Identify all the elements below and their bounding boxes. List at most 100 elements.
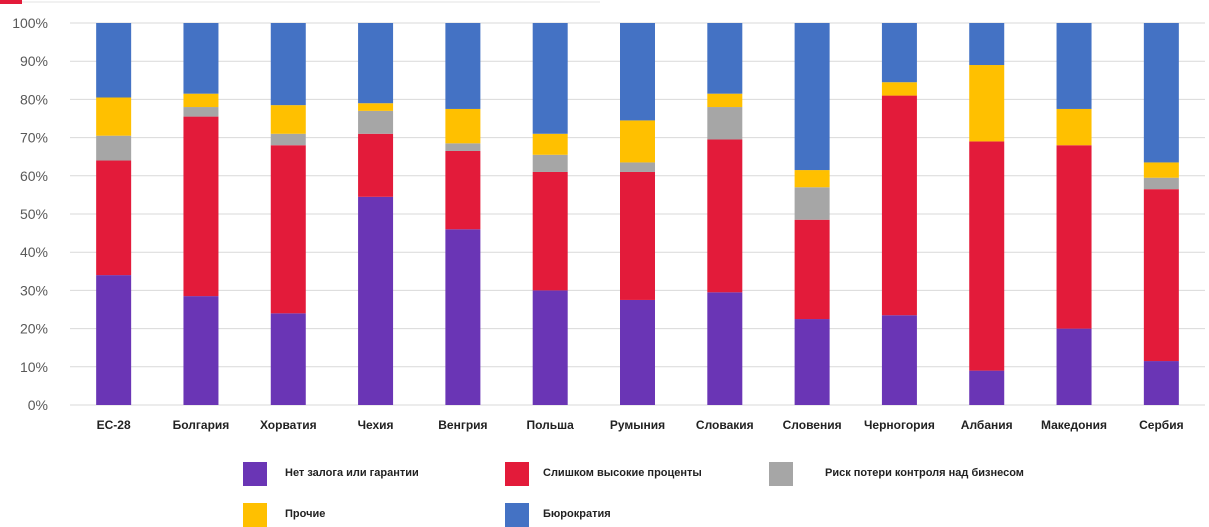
bar-segment: [532, 290, 568, 405]
legend-item: Прочие: [243, 503, 325, 527]
x-tick-label: Словакия: [696, 418, 754, 432]
bar-segment: [794, 187, 830, 220]
y-tick-label: 100%: [12, 15, 48, 31]
bar-segment: [358, 110, 394, 134]
bar-segment: [1056, 328, 1092, 405]
legend-swatch: [505, 462, 529, 486]
bar-segment: [96, 23, 132, 98]
bar-segment: [707, 107, 743, 140]
bar-segment: [881, 82, 917, 96]
legend-swatch: [243, 503, 267, 527]
bar-segment: [445, 150, 481, 230]
bar-segment: [532, 133, 568, 155]
bar-segment: [969, 65, 1005, 142]
bar-segment: [794, 219, 830, 320]
legend-swatch: [769, 462, 793, 486]
bar-segment: [620, 162, 655, 172]
bar-segment: [358, 133, 394, 197]
bar-segment: [358, 23, 394, 104]
bar-segment: [1143, 162, 1179, 178]
x-tick-label: Черногория: [864, 418, 935, 432]
bar-segment: [707, 93, 743, 108]
y-tick-label: 20%: [20, 321, 48, 337]
x-tick-label: Сербия: [1139, 418, 1183, 432]
y-tick-label: 90%: [20, 53, 48, 69]
bar-segment: [183, 116, 219, 297]
bar-segment: [1143, 177, 1179, 190]
y-tick-label: 40%: [20, 244, 48, 260]
bar-segment: [881, 23, 917, 83]
bar-segment: [445, 143, 481, 151]
bar-segment: [183, 296, 219, 405]
bar-segment: [794, 319, 830, 405]
bar-segment: [96, 135, 132, 161]
bar-segment: [969, 370, 1005, 405]
x-tick-label: Албания: [961, 418, 1013, 432]
legend-label: Прочие: [285, 508, 326, 520]
x-tick-label: Македония: [1041, 418, 1107, 432]
legend-label: Нет залога или гарантии: [285, 467, 419, 479]
bar-segment: [445, 229, 481, 405]
bar-segment: [794, 170, 830, 188]
legend-item: Риск потери контроля над бизнесом: [769, 462, 1024, 486]
bar-segment: [620, 171, 655, 300]
bar-segment: [620, 299, 655, 405]
legend-swatch: [505, 503, 529, 527]
bar-segment: [969, 23, 1005, 66]
x-tick-label: Польша: [527, 418, 575, 432]
y-tick-label: 80%: [20, 91, 48, 107]
bar-segment: [532, 23, 568, 134]
legend-swatch: [243, 462, 267, 486]
bar-segment: [707, 292, 743, 405]
y-tick-label: 50%: [20, 206, 48, 222]
corner-mark: [0, 0, 22, 4]
bar-segment: [96, 275, 132, 405]
y-tick-label: 10%: [20, 359, 48, 375]
x-tick-label: Румыния: [610, 418, 665, 432]
bar-segment: [270, 313, 306, 405]
bar-segment: [707, 23, 743, 94]
bar-segment: [270, 105, 306, 134]
x-tick-label: Хорватия: [260, 418, 317, 432]
bar-segment: [881, 95, 917, 316]
bar-segment: [270, 145, 306, 314]
bar-segment: [1056, 145, 1092, 329]
bar-segment: [270, 23, 306, 106]
bar-segment: [1143, 189, 1179, 362]
bar-segment: [1143, 23, 1179, 163]
bar-segment: [881, 315, 917, 405]
bar-segment: [532, 154, 568, 172]
x-tick-label: Чехия: [358, 418, 394, 432]
y-tick-label: 70%: [20, 130, 48, 146]
bar-segment: [358, 103, 394, 111]
bar-segment: [96, 160, 132, 276]
bar-segment: [1056, 23, 1092, 109]
y-tick-label: 60%: [20, 168, 48, 184]
bar-segment: [620, 23, 655, 121]
bar-segment: [532, 171, 568, 291]
x-tick-label: Венгрия: [438, 418, 487, 432]
bar-segment: [358, 196, 394, 405]
legend-item: Слишком высокие проценты: [505, 462, 702, 486]
legend-label: Риск потери контроля над бизнесом: [825, 467, 1024, 479]
x-tick-label: Словения: [783, 418, 842, 432]
x-tick-label: Болгария: [173, 418, 230, 432]
bar-segment: [445, 23, 481, 109]
bar-segment: [1143, 361, 1179, 405]
y-tick-label: 0%: [28, 397, 48, 413]
bar-segment: [96, 97, 132, 136]
bar-segment: [620, 120, 655, 163]
bar-segment: [969, 141, 1005, 371]
bar-segment: [183, 107, 219, 117]
chart-svg: 0% 10% 20% 30% 40% 50% 60% 70% 80% 90% 100% ЕС-28 Бо…: [0, 0, 1205, 432]
bar-segment: [183, 23, 219, 94]
bar-segment: [445, 108, 481, 144]
bar-segment: [794, 23, 830, 171]
legend-label: Бюрократия: [543, 508, 611, 520]
bar-segment: [183, 93, 219, 108]
bar-segment: [707, 139, 743, 293]
legend-label: Слишком высокие проценты: [543, 467, 702, 479]
bar-segment: [270, 133, 306, 146]
bar-segment: [1056, 108, 1092, 146]
